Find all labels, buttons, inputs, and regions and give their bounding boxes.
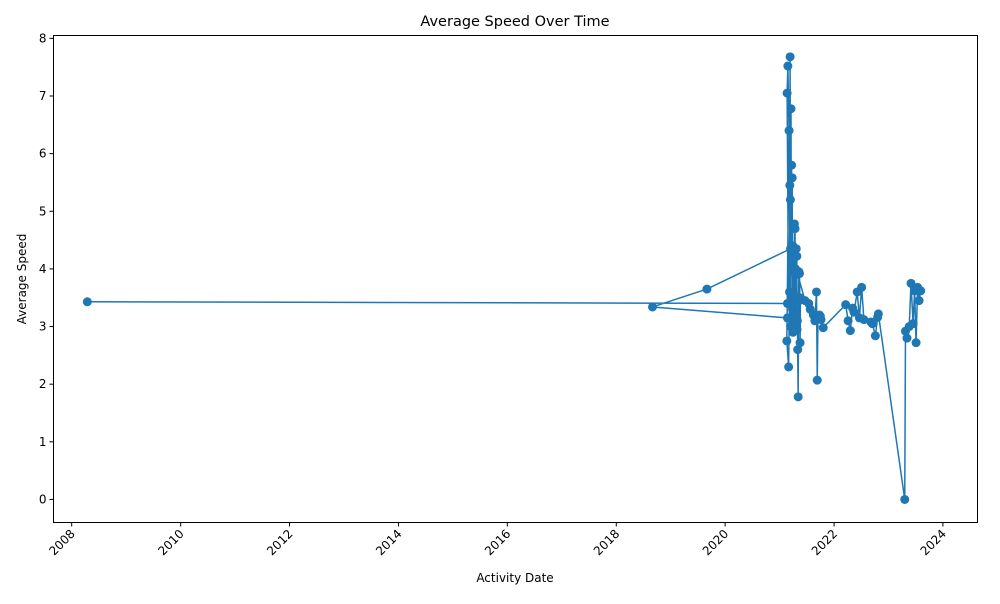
x-tick-label: 2012 <box>264 527 295 558</box>
data-point <box>782 336 792 346</box>
data-point <box>786 104 796 114</box>
data-point <box>782 88 792 98</box>
x-tick-label: 2014 <box>373 527 404 558</box>
x-tick-label: 2008 <box>46 527 77 558</box>
data-point <box>812 375 822 385</box>
x-tick-label: 2022 <box>809 527 840 558</box>
data-point <box>902 333 912 343</box>
y-tick-label: 8 <box>39 31 47 45</box>
data-point <box>795 269 804 279</box>
data-point <box>787 160 797 170</box>
x-tick-label: 2020 <box>700 527 731 558</box>
y-tick-label: 3 <box>39 320 47 334</box>
x-tick-label: 2024 <box>918 527 949 558</box>
plot-frame <box>53 35 978 523</box>
data-point <box>873 309 883 319</box>
data-point <box>811 287 821 297</box>
data-point <box>792 251 802 261</box>
y-tick-label: 4 <box>39 262 47 276</box>
data-point <box>900 494 910 504</box>
data-point <box>793 392 803 402</box>
plot-area <box>53 35 978 523</box>
data-point <box>784 362 794 372</box>
data-point <box>859 315 869 325</box>
data-point <box>857 282 867 292</box>
data-point <box>792 316 802 326</box>
data-point <box>702 284 712 294</box>
data-point <box>906 278 916 288</box>
data-point <box>648 302 657 312</box>
y-tick-label: 7 <box>39 89 47 103</box>
y-tick-label: 1 <box>39 435 47 449</box>
data-point <box>818 323 828 333</box>
data-point <box>908 319 918 329</box>
y-tick-label: 6 <box>39 147 47 161</box>
data-point <box>795 338 805 348</box>
data-point <box>843 316 853 326</box>
y-axis-label: Average Speed <box>15 234 29 325</box>
data-point <box>788 327 798 337</box>
data-point <box>867 319 877 329</box>
x-axis-ticks: 2008 2010 2012 2014 2016 2018 2020 2022 2024 <box>46 522 949 558</box>
data-point <box>785 180 795 190</box>
data-point <box>82 297 92 307</box>
data-point <box>816 315 826 325</box>
data-point <box>786 244 796 254</box>
data-point <box>784 126 794 136</box>
data-point <box>845 326 855 336</box>
data-point <box>911 338 921 348</box>
data-point <box>785 195 795 205</box>
x-tick-label: 2016 <box>482 527 513 558</box>
data-point <box>782 313 792 323</box>
y-tick-label: 0 <box>39 492 47 506</box>
data-point <box>793 345 803 355</box>
y-axis-ticks: 0 1 2 3 4 5 6 7 8 <box>39 31 54 506</box>
data-point <box>787 173 797 183</box>
data-point <box>790 224 800 234</box>
data-point <box>849 307 859 317</box>
data-point <box>841 300 851 310</box>
x-axis-label: Activity Date <box>476 571 553 585</box>
y-tick-label: 2 <box>39 377 47 391</box>
data-point <box>785 52 795 62</box>
data-point <box>914 296 924 306</box>
y-tick-label: 5 <box>39 204 47 218</box>
x-tick-label: 2010 <box>155 527 186 558</box>
chart-title: Average Speed Over Time <box>420 14 609 30</box>
data-point <box>870 331 880 341</box>
data-point <box>783 61 793 71</box>
series-layer <box>82 52 926 504</box>
data-point <box>916 286 926 296</box>
x-tick-label: 2018 <box>591 527 622 558</box>
